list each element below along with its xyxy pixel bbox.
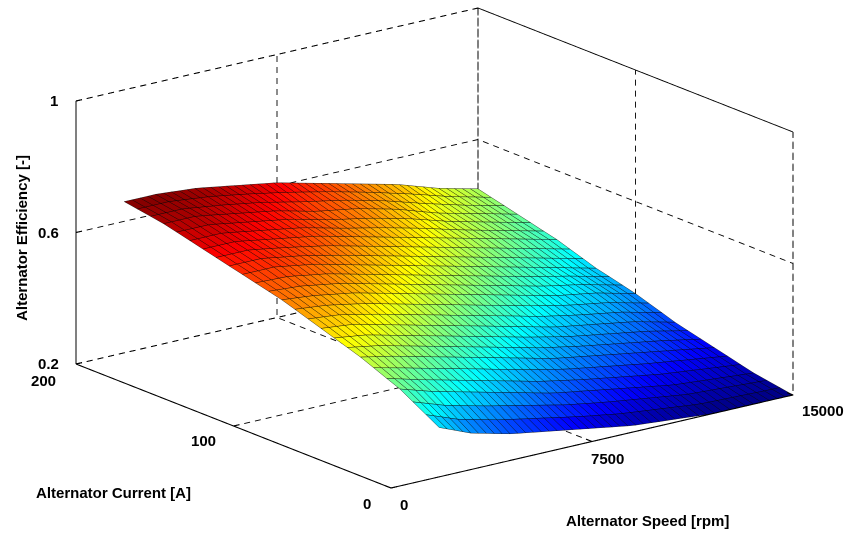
y-tick [390, 486, 398, 489]
z-axis-label: Alternator Efficiency [-] [14, 155, 31, 321]
tick-marks [75, 99, 794, 489]
z-tick-label: 0.2 [38, 356, 59, 373]
efficiency-surface [123, 182, 794, 435]
x-axis-label: Alternator Speed [rpm] [566, 513, 729, 530]
z-grid-line [75, 7, 794, 133]
x-tick [786, 392, 794, 396]
y-tick [75, 362, 83, 365]
x-tick-label: 15000 [802, 403, 844, 420]
surface-patch [425, 414, 448, 430]
y-tick-label: 100 [191, 433, 216, 450]
box-edge [75, 7, 479, 102]
y-tick [233, 424, 240, 427]
y-axis-label: Alternator Current [A] [36, 485, 191, 502]
y-tick-label: 200 [31, 373, 56, 390]
z-tick-label: 0.6 [38, 225, 59, 242]
x-tick [585, 438, 593, 442]
z-tick-label: 1 [50, 93, 58, 110]
x-tick-label: 0 [400, 497, 408, 514]
z-tick [75, 230, 83, 233]
x-tick-label: 7500 [591, 451, 624, 468]
x-tick [384, 485, 392, 489]
y-tick-label: 0 [363, 496, 371, 513]
z-tick [75, 99, 83, 102]
